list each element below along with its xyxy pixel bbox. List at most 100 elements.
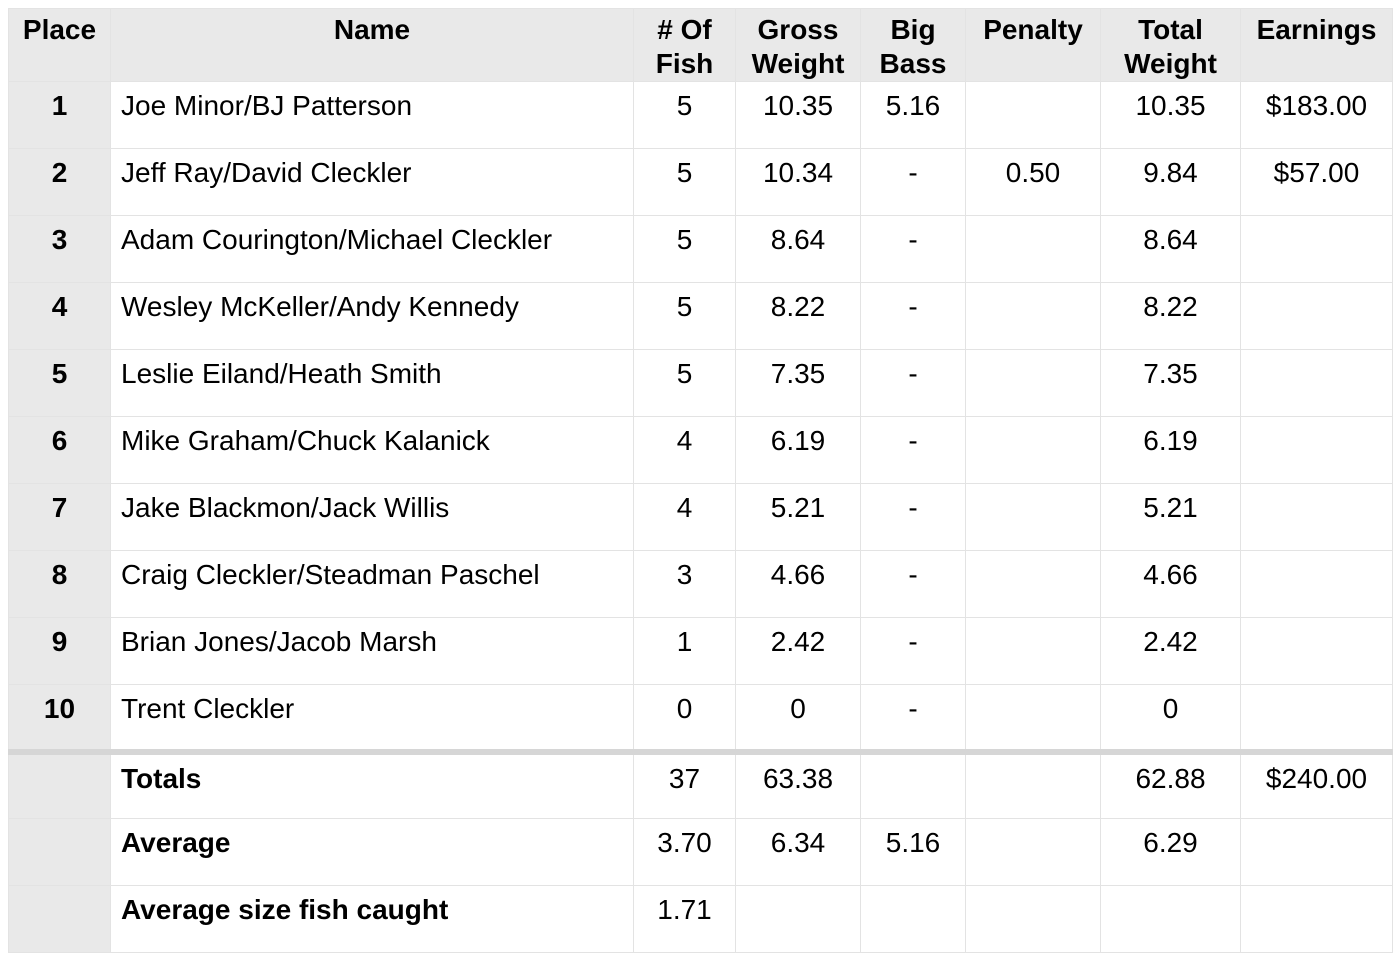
penalty-cell [965,684,1101,752]
summary-label-cell: Average [110,818,634,886]
name-cell: Trent Cleckler [110,684,634,752]
earnings-cell [1240,483,1393,551]
table-header: Place Name # Of Fish Gross Weight Big Ba… [8,8,1393,82]
place-cell [8,748,111,819]
earnings-cell [1240,550,1393,618]
name-cell: Brian Jones/Jacob Marsh [110,617,634,685]
big-bass-cell: - [860,148,966,216]
gross-weight-cell: 7.35 [735,349,861,417]
total-weight-cell: 6.19 [1100,416,1241,484]
name-cell: Craig Cleckler/Steadman Paschel [110,550,634,618]
table-row: 9 Brian Jones/Jacob Marsh 1 2.42 - 2.42 [8,617,1393,685]
penalty-cell: 0.50 [965,148,1101,216]
earnings-cell [1240,282,1393,350]
summary-section: Totals 37 63.38 62.88 $240.00 Average 3.… [8,748,1393,953]
penalty-cell [965,81,1101,149]
column-header-total: Total Weight [1100,8,1241,82]
fish-count-cell: 5 [633,349,736,417]
penalty-cell [965,885,1101,953]
penalty-cell [965,483,1101,551]
fish-count-cell: 1 [633,617,736,685]
place-cell: 3 [8,215,111,283]
name-cell: Wesley McKeller/Andy Kennedy [110,282,634,350]
summary-row: Average size fish caught 1.71 [8,885,1393,953]
fish-count-cell: 3 [633,550,736,618]
penalty-cell [965,282,1101,350]
name-cell: Adam Courington/Michael Cleckler [110,215,634,283]
fish-count-cell: 3.70 [633,818,736,886]
penalty-cell [965,416,1101,484]
earnings-cell: $183.00 [1240,81,1393,149]
gross-weight-cell: 0 [735,684,861,752]
name-cell: Mike Graham/Chuck Kalanick [110,416,634,484]
column-header-penalty: Penalty [965,8,1101,82]
big-bass-cell: - [860,349,966,417]
earnings-cell [1240,617,1393,685]
column-header-fish: # Of Fish [633,8,736,82]
fish-count-cell: 5 [633,81,736,149]
table-row: 6 Mike Graham/Chuck Kalanick 4 6.19 - 6.… [8,416,1393,484]
total-weight-cell: 10.35 [1100,81,1241,149]
earnings-cell: $240.00 [1240,748,1393,819]
big-bass-cell: - [860,215,966,283]
fish-count-cell: 5 [633,215,736,283]
fish-count-cell: 0 [633,684,736,752]
big-bass-cell: 5.16 [860,818,966,886]
total-weight-cell: 62.88 [1100,748,1241,819]
fish-count-cell: 4 [633,416,736,484]
table-row: 5 Leslie Eiland/Heath Smith 5 7.35 - 7.3… [8,349,1393,417]
place-cell: 4 [8,282,111,350]
column-header-bigbass: Big Bass [860,8,966,82]
penalty-cell [965,215,1101,283]
column-header-gross: Gross Weight [735,8,861,82]
table-row: 7 Jake Blackmon/Jack Willis 4 5.21 - 5.2… [8,483,1393,551]
total-weight-cell: 7.35 [1100,349,1241,417]
gross-weight-cell [735,885,861,953]
fish-count-cell: 37 [633,748,736,819]
place-cell [8,885,111,953]
total-weight-cell: 8.22 [1100,282,1241,350]
big-bass-cell: - [860,684,966,752]
fish-count-cell: 4 [633,483,736,551]
column-header-earnings: Earnings [1240,8,1393,82]
gross-weight-cell: 5.21 [735,483,861,551]
total-weight-cell: 2.42 [1100,617,1241,685]
place-cell: 8 [8,550,111,618]
big-bass-cell: - [860,550,966,618]
summary-label-cell: Totals [110,748,634,819]
penalty-cell [965,349,1101,417]
gross-weight-cell: 2.42 [735,617,861,685]
fish-count-cell: 1.71 [633,885,736,953]
fish-count-cell: 5 [633,148,736,216]
total-weight-cell: 5.21 [1100,483,1241,551]
table-row: 8 Craig Cleckler/Steadman Paschel 3 4.66… [8,550,1393,618]
total-weight-cell: 6.29 [1100,818,1241,886]
earnings-cell [1240,215,1393,283]
table-row: 1 Joe Minor/BJ Patterson 5 10.35 5.16 10… [8,81,1393,149]
gross-weight-cell: 63.38 [735,748,861,819]
place-cell: 5 [8,349,111,417]
summary-label-cell: Average size fish caught [110,885,634,953]
total-weight-cell: 9.84 [1100,148,1241,216]
place-cell: 9 [8,617,111,685]
total-weight-cell: 8.64 [1100,215,1241,283]
place-cell: 7 [8,483,111,551]
table-row: 2 Jeff Ray/David Cleckler 5 10.34 - 0.50… [8,148,1393,216]
total-weight-cell: 0 [1100,684,1241,752]
column-header-name: Name [110,8,634,82]
header-row: Place Name # Of Fish Gross Weight Big Ba… [8,8,1393,82]
earnings-cell: $57.00 [1240,148,1393,216]
total-weight-cell [1100,885,1241,953]
fish-count-cell: 5 [633,282,736,350]
name-cell: Joe Minor/BJ Patterson [110,81,634,149]
earnings-cell [1240,416,1393,484]
table-row: 4 Wesley McKeller/Andy Kennedy 5 8.22 - … [8,282,1393,350]
table-row: 3 Adam Courington/Michael Cleckler 5 8.6… [8,215,1393,283]
gross-weight-cell: 10.35 [735,81,861,149]
big-bass-cell: - [860,416,966,484]
place-cell: 6 [8,416,111,484]
earnings-cell [1240,818,1393,886]
gross-weight-cell: 8.22 [735,282,861,350]
gross-weight-cell: 4.66 [735,550,861,618]
earnings-cell [1240,885,1393,953]
